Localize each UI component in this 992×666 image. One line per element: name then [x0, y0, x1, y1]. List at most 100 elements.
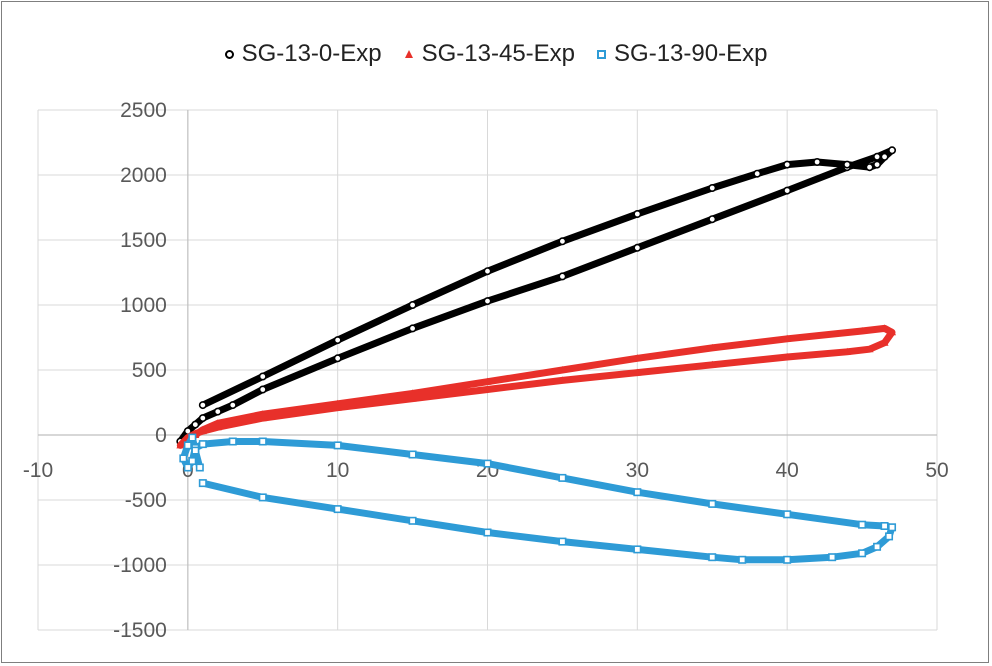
series-0-point-26	[558, 237, 567, 246]
x-tick-label-4: 30	[626, 459, 649, 482]
series-2-point-21	[483, 459, 492, 468]
series-0-point-8	[408, 324, 417, 333]
series-2-point-29	[183, 463, 192, 472]
series-2-point-6	[633, 545, 642, 554]
legend-item-series-2: SG-13-90-Exp	[597, 40, 767, 68]
series-2-point-3	[408, 516, 417, 525]
legend-label-series-1: SG-13-45-Exp	[421, 40, 576, 67]
series-1-point-21	[633, 354, 642, 362]
y-tick-label-4: 500	[132, 359, 167, 382]
legend-marker-circle-icon	[224, 49, 234, 59]
series-0-point-29	[333, 336, 342, 345]
legend: SG-13-0-Exp SG-13-45-Exp SG-13-90-Exp	[0, 34, 992, 74]
series-2-trace	[179, 434, 896, 564]
y-tick-label-5: 1000	[120, 294, 167, 317]
series-0-point-30	[258, 372, 267, 381]
legend-label-series-0: SG-13-0-Exp	[241, 40, 382, 67]
series-2-point-12	[873, 542, 882, 551]
series-0-point-21	[813, 158, 822, 167]
series-0-point-12	[708, 215, 717, 224]
y-tick-label-8: 2500	[120, 99, 167, 122]
series-1-point-28	[198, 425, 207, 433]
series-1-point-16	[888, 328, 897, 336]
y-tick-label-6: 1500	[120, 229, 167, 252]
series-0-point-10	[558, 272, 567, 281]
series-1-point-4	[213, 423, 222, 431]
x-tick-label-0: -10	[23, 459, 53, 482]
y-tick-label-7: 2000	[120, 164, 167, 187]
series-0-point-20	[843, 160, 852, 169]
series-2-point-23	[333, 441, 342, 450]
series-2-point-25	[228, 437, 237, 446]
series-2-point-10	[828, 553, 837, 562]
series-0-point-7	[333, 354, 342, 363]
series-layer	[176, 146, 897, 564]
series-0	[176, 146, 897, 446]
series-1-point-17	[880, 324, 889, 332]
series-1-point-9	[558, 376, 567, 384]
series-1-point-20	[708, 343, 717, 351]
series-1-point-25	[333, 399, 342, 407]
series-1-point-10	[633, 368, 642, 376]
series-1-point-22	[558, 366, 567, 373]
legend-marker-square-icon	[597, 49, 607, 59]
series-2-point-18	[708, 499, 717, 508]
series-1-point-19	[783, 334, 792, 342]
series-0-point-18	[873, 160, 882, 169]
legend-label-series-2: SG-13-90-Exp	[614, 40, 768, 67]
series-2-point-4	[483, 528, 492, 537]
series-2-point-2	[333, 505, 342, 514]
series-2-point-8	[738, 555, 747, 564]
y-tick-label-0: -1500	[113, 619, 167, 642]
series-2-point-15	[880, 521, 889, 530]
series-1-point-12	[783, 353, 792, 360]
series-1-point-5	[258, 414, 267, 422]
series-1-point-6	[333, 403, 342, 411]
series-1-point-24	[408, 389, 417, 397]
legend-item-series-0: SG-13-0-Exp	[224, 40, 382, 68]
series-1-point-15	[880, 338, 889, 346]
series-0-point-17	[880, 152, 889, 161]
series-2-point-32	[188, 433, 197, 442]
series-2-point-16	[858, 520, 867, 529]
series-0-point-4	[213, 407, 222, 416]
series-0-point-22	[783, 160, 792, 169]
series-1-point-14	[865, 345, 874, 353]
legend-marker-triangle-icon	[404, 50, 413, 58]
series-2-point-34	[195, 463, 204, 472]
series-1-point-18	[858, 327, 867, 334]
series-2-point-13	[885, 532, 894, 541]
series-0-point-6	[258, 385, 267, 394]
series-0-point-24	[708, 184, 717, 193]
series-0-point-31	[198, 401, 207, 410]
series-1-point-7	[408, 394, 417, 402]
series-1-point-13	[843, 347, 852, 355]
series-0-point-9	[483, 297, 492, 306]
series-2-point-28	[188, 456, 197, 465]
series-0-point-11	[633, 243, 642, 252]
series-0-point-15	[873, 152, 882, 161]
series-0-point-2	[191, 420, 200, 429]
series-0-point-23	[753, 169, 762, 178]
series-2-point-11	[858, 549, 867, 558]
series-2-point-31	[183, 441, 192, 450]
series-2-point-33	[191, 446, 200, 455]
series-2-point-9	[783, 555, 792, 564]
series-2-point-1	[258, 493, 267, 502]
series-2-point-19	[633, 488, 642, 497]
series-1-point-8	[483, 385, 492, 393]
series-2-point-24	[258, 437, 267, 446]
series-2-point-5	[558, 537, 567, 546]
series-1-point-26	[258, 410, 267, 418]
series-0-point-19	[865, 163, 874, 172]
series-2-point-20	[558, 473, 567, 482]
y-tick-label-1: -1000	[113, 554, 167, 577]
series-2-point-7	[708, 553, 717, 562]
series-0-point-27	[483, 267, 492, 276]
y-tick-label-2: -500	[125, 489, 167, 512]
legend-item-series-1: SG-13-45-Exp	[404, 40, 575, 68]
series-0-point-3	[198, 414, 207, 423]
y-tick-label-3: 0	[155, 424, 167, 447]
series-1-point-27	[213, 419, 222, 427]
